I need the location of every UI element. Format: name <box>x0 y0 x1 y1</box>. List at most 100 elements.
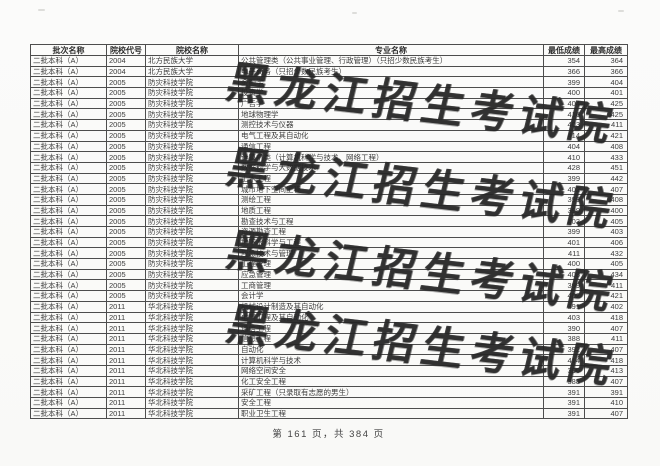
batch-cell: 二批本科（A） <box>30 343 107 356</box>
college-name-cell: 防灾科技学院 <box>145 279 239 292</box>
min-score-cell: 403 <box>543 311 585 324</box>
max-score-cell: 401 <box>584 87 628 99</box>
batch-cell: 二批本科（A） <box>30 172 107 185</box>
college-name-cell: 防灾科技学院 <box>145 290 239 302</box>
college-code-cell: 2005 <box>106 151 146 163</box>
college-code-cell: 2011 <box>106 343 146 356</box>
batch-cell: 二批本科（A） <box>30 290 107 302</box>
college-code-cell: 2005 <box>106 226 146 238</box>
college-name-cell: 华北科技学院 <box>145 332 239 345</box>
table-row: 二批本科（A） 2005 防灾科技学院 地球物理学 416 425 <box>30 108 628 121</box>
table-row: 二批本科（A） 2011 华北科技学院 机械设计制造及其自动化 391 402 <box>30 300 628 313</box>
admission-scores-table: 批次名称 院校代号 院校名称 专业名称 最低成绩 最高成绩 二批本科（A） 2004 北方民族… <box>30 44 628 420</box>
batch-cell: 二批本科（A） <box>30 279 107 292</box>
batch-cell: 二批本科（A） <box>30 119 107 131</box>
college-name-cell: 防灾科技学院 <box>145 258 239 270</box>
max-score-cell: 405 <box>584 215 628 227</box>
college-name-cell: 防灾科技学院 <box>145 247 239 260</box>
table-row: 二批本科（A） 2011 华北科技学院 电气工程及其自动化 403 418 <box>30 311 628 324</box>
major-cell: 广告学 <box>238 97 544 110</box>
college-code-cell: 2004 <box>106 65 146 78</box>
min-score-cell: 428 <box>543 161 585 174</box>
major-cell: 会计学 <box>238 290 544 302</box>
college-name-cell: 防灾科技学院 <box>145 161 239 174</box>
table-row: 二批本科（A） 2005 防灾科技学院 勘查技术与工程 403 405 <box>30 215 628 227</box>
college-code-cell: 2011 <box>106 322 146 334</box>
min-score-cell: 402 <box>543 290 585 302</box>
column-header: 最低成绩 <box>543 44 585 56</box>
major-cell: 职业卫生工程 <box>238 407 544 420</box>
batch-cell: 二批本科（A） <box>30 311 107 324</box>
college-name-cell: 华北科技学院 <box>145 386 239 398</box>
max-score-cell: 405 <box>584 258 628 270</box>
min-score-cell: 388 <box>543 375 585 388</box>
max-score-cell: 402 <box>584 300 628 313</box>
batch-cell: 二批本科（A） <box>30 407 107 420</box>
min-score-cell: 391 <box>543 300 585 313</box>
batch-cell: 二批本科（A） <box>30 354 107 366</box>
table-row: 二批本科（A） 2005 防灾科技学院 投资学 400 401 <box>30 87 628 99</box>
min-score-cell: 400 <box>543 87 585 99</box>
table-row: 二批本科（A） 2004 北方民族大学 电子商务（只招少数民族考生） 366 366 <box>30 65 628 78</box>
college-name-cell: 华北科技学院 <box>145 300 239 313</box>
column-header: 院校代号 <box>106 44 146 56</box>
college-name-cell: 防灾科技学院 <box>145 97 239 110</box>
batch-cell: 二批本科（A） <box>30 183 107 195</box>
max-score-cell: 410 <box>584 397 628 409</box>
min-score-cell: 354 <box>543 55 585 67</box>
column-header: 批次名称 <box>30 44 107 56</box>
major-cell: 采矿工程（只录取有志愿的男生） <box>238 386 544 398</box>
max-score-cell: 407 <box>584 322 628 334</box>
college-name-cell: 北方民族大学 <box>145 55 239 67</box>
table-row: 二批本科（A） 2005 防灾科技学院 数据科学与大数据技术 428 451 <box>30 161 628 174</box>
table-row: 二批本科（A） 2011 华北科技学院 通信工程 390 407 <box>30 322 628 334</box>
min-score-cell: 399 <box>543 193 585 206</box>
max-score-cell: 442 <box>584 172 628 185</box>
major-cell: 电气工程及其自动化 <box>238 129 544 142</box>
college-code-cell: 2005 <box>106 258 146 270</box>
max-score-cell: 407 <box>584 375 628 388</box>
min-score-cell: 400 <box>543 258 585 270</box>
major-cell: 勘查技术与工程 <box>238 215 544 227</box>
min-score-cell: 416 <box>543 108 585 121</box>
college-code-cell: 2005 <box>106 204 146 217</box>
batch-cell: 二批本科（A） <box>30 87 107 99</box>
college-code-cell: 2005 <box>106 193 146 206</box>
major-cell: 测控技术与仪器 <box>238 119 544 131</box>
column-header: 专业名称 <box>238 44 544 56</box>
batch-cell: 二批本科（A） <box>30 193 107 206</box>
max-score-cell: 408 <box>584 193 628 206</box>
college-code-cell: 2005 <box>106 183 146 195</box>
major-cell: 资源勘查工程 <box>238 226 544 238</box>
major-cell: 应急管理 <box>238 268 544 281</box>
major-cell: 城市地下空间工程 <box>238 183 544 195</box>
major-cell: 工程管理 <box>238 258 544 270</box>
scan-artifact <box>38 9 45 11</box>
table-row: 二批本科（A） 2011 华北科技学院 信息工程 388 411 <box>30 332 628 345</box>
major-cell: 地下水科学与工程 <box>238 236 544 249</box>
batch-cell: 二批本科（A） <box>30 76 107 89</box>
college-code-cell: 2005 <box>106 161 146 174</box>
major-cell: 测绘工程 <box>238 193 544 206</box>
table-row: 二批本科（A） 2005 防灾科技学院 广告学 404 425 <box>30 97 628 110</box>
batch-cell: 二批本科（A） <box>30 140 107 153</box>
college-code-cell: 2011 <box>106 300 146 313</box>
batch-cell: 二批本科（A） <box>30 268 107 281</box>
major-cell: 化工安全工程 <box>238 375 544 388</box>
batch-cell: 二批本科（A） <box>30 161 107 174</box>
table-row: 二批本科（A） 2004 北方民族大学 公共管理类（公共事业管理、行政管理）（只招少数… <box>30 55 628 67</box>
major-cell: 地球物理学 <box>238 108 544 121</box>
college-name-cell: 北方民族大学 <box>145 65 239 78</box>
college-name-cell: 华北科技学院 <box>145 364 239 377</box>
batch-cell: 二批本科（A） <box>30 332 107 345</box>
table-row: 二批本科（A） 2011 华北科技学院 计算机科学与技术 414 418 <box>30 354 628 366</box>
min-score-cell: 408 <box>543 268 585 281</box>
min-score-cell: 390 <box>543 364 585 377</box>
min-score-cell: 390 <box>543 322 585 334</box>
table-row: 二批本科（A） 2005 防灾科技学院 应急管理 408 434 <box>30 268 628 281</box>
major-cell: 自动化 <box>238 343 544 356</box>
table-row: 二批本科（A） 2011 华北科技学院 化工安全工程 388 407 <box>30 375 628 388</box>
college-code-cell: 2005 <box>106 76 146 89</box>
college-name-cell: 防灾科技学院 <box>145 140 239 153</box>
min-score-cell: 404 <box>543 97 585 110</box>
